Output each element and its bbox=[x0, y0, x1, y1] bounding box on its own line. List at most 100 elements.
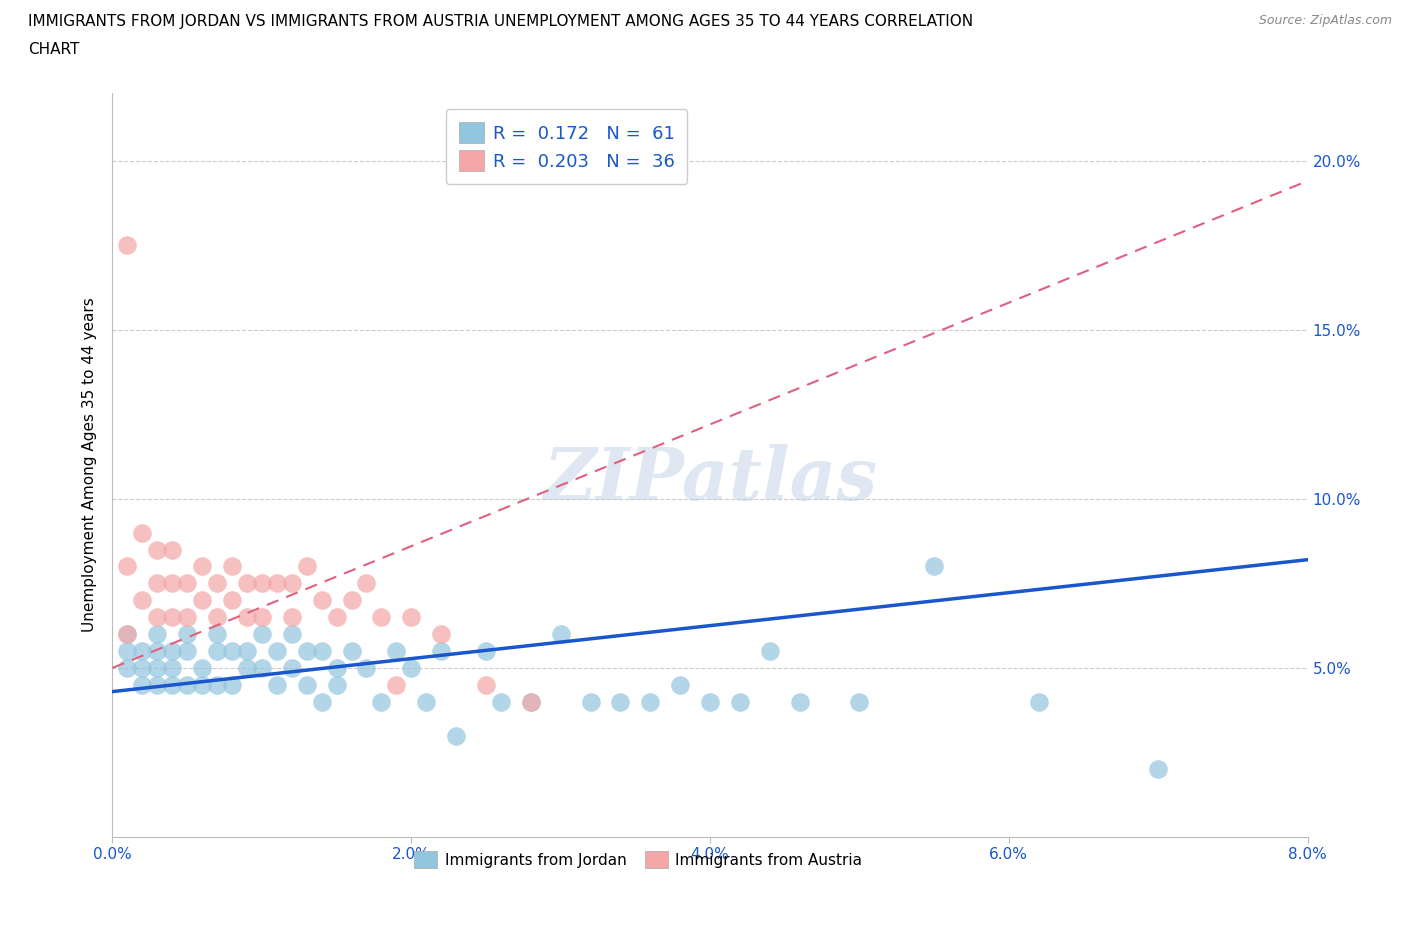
Point bbox=[131, 644, 153, 658]
Point bbox=[146, 660, 169, 675]
Point bbox=[205, 610, 228, 625]
Point bbox=[221, 559, 243, 574]
Point bbox=[117, 559, 139, 574]
Text: Source: ZipAtlas.com: Source: ZipAtlas.com bbox=[1258, 14, 1392, 27]
Point bbox=[236, 660, 259, 675]
Point bbox=[205, 576, 228, 591]
Point bbox=[759, 644, 782, 658]
Point bbox=[162, 576, 183, 591]
Point bbox=[191, 660, 214, 675]
Point bbox=[250, 627, 273, 642]
Point bbox=[311, 644, 333, 658]
Point bbox=[205, 644, 228, 658]
Point bbox=[162, 644, 183, 658]
Point bbox=[475, 644, 498, 658]
Point bbox=[789, 695, 811, 710]
Point bbox=[162, 660, 183, 675]
Point bbox=[250, 610, 273, 625]
Point bbox=[848, 695, 870, 710]
Point bbox=[325, 610, 347, 625]
Point bbox=[922, 559, 945, 574]
Point bbox=[162, 610, 183, 625]
Point bbox=[250, 576, 273, 591]
Point bbox=[520, 695, 543, 710]
Point bbox=[1028, 695, 1050, 710]
Point bbox=[146, 644, 169, 658]
Point bbox=[311, 592, 333, 607]
Point bbox=[356, 660, 378, 675]
Point bbox=[520, 695, 543, 710]
Point bbox=[1147, 762, 1170, 777]
Point bbox=[191, 559, 214, 574]
Point bbox=[356, 576, 378, 591]
Point bbox=[475, 677, 498, 692]
Point bbox=[162, 677, 183, 692]
Point bbox=[131, 677, 153, 692]
Point bbox=[295, 677, 318, 692]
Point bbox=[640, 695, 662, 710]
Point bbox=[146, 576, 169, 591]
Point bbox=[221, 677, 243, 692]
Point bbox=[266, 576, 288, 591]
Point bbox=[579, 695, 602, 710]
Point bbox=[117, 627, 139, 642]
Point bbox=[728, 695, 751, 710]
Point bbox=[266, 644, 288, 658]
Legend: Immigrants from Jordan, Immigrants from Austria: Immigrants from Jordan, Immigrants from … bbox=[408, 845, 869, 874]
Point bbox=[236, 610, 259, 625]
Point bbox=[162, 542, 183, 557]
Point bbox=[146, 627, 169, 642]
Point bbox=[176, 576, 198, 591]
Point bbox=[236, 576, 259, 591]
Point bbox=[295, 644, 318, 658]
Point bbox=[281, 576, 304, 591]
Point bbox=[221, 644, 243, 658]
Point bbox=[117, 644, 139, 658]
Point bbox=[117, 627, 139, 642]
Point bbox=[370, 695, 392, 710]
Point bbox=[117, 660, 139, 675]
Point bbox=[131, 592, 153, 607]
Point bbox=[266, 677, 288, 692]
Point bbox=[340, 644, 363, 658]
Y-axis label: Unemployment Among Ages 35 to 44 years: Unemployment Among Ages 35 to 44 years bbox=[82, 298, 97, 632]
Point bbox=[385, 644, 408, 658]
Point bbox=[550, 627, 572, 642]
Text: CHART: CHART bbox=[28, 42, 80, 57]
Point bbox=[281, 660, 304, 675]
Point bbox=[191, 592, 214, 607]
Point bbox=[205, 677, 228, 692]
Point bbox=[669, 677, 692, 692]
Point bbox=[281, 627, 304, 642]
Point bbox=[295, 559, 318, 574]
Point bbox=[205, 627, 228, 642]
Point bbox=[385, 677, 408, 692]
Point bbox=[325, 660, 347, 675]
Point bbox=[176, 644, 198, 658]
Point bbox=[176, 610, 198, 625]
Point bbox=[699, 695, 721, 710]
Point bbox=[325, 677, 347, 692]
Point bbox=[311, 695, 333, 710]
Point bbox=[444, 728, 467, 743]
Point bbox=[401, 660, 423, 675]
Point bbox=[146, 677, 169, 692]
Point bbox=[131, 525, 153, 540]
Point bbox=[401, 610, 423, 625]
Point bbox=[131, 660, 153, 675]
Point bbox=[176, 677, 198, 692]
Point bbox=[146, 610, 169, 625]
Point bbox=[221, 592, 243, 607]
Point bbox=[370, 610, 392, 625]
Text: ZIPatlas: ZIPatlas bbox=[543, 445, 877, 515]
Point bbox=[430, 644, 453, 658]
Point bbox=[250, 660, 273, 675]
Point bbox=[191, 677, 214, 692]
Point bbox=[609, 695, 631, 710]
Point bbox=[117, 238, 139, 253]
Point bbox=[281, 610, 304, 625]
Point bbox=[415, 695, 437, 710]
Point bbox=[489, 695, 512, 710]
Point bbox=[236, 644, 259, 658]
Point bbox=[340, 592, 363, 607]
